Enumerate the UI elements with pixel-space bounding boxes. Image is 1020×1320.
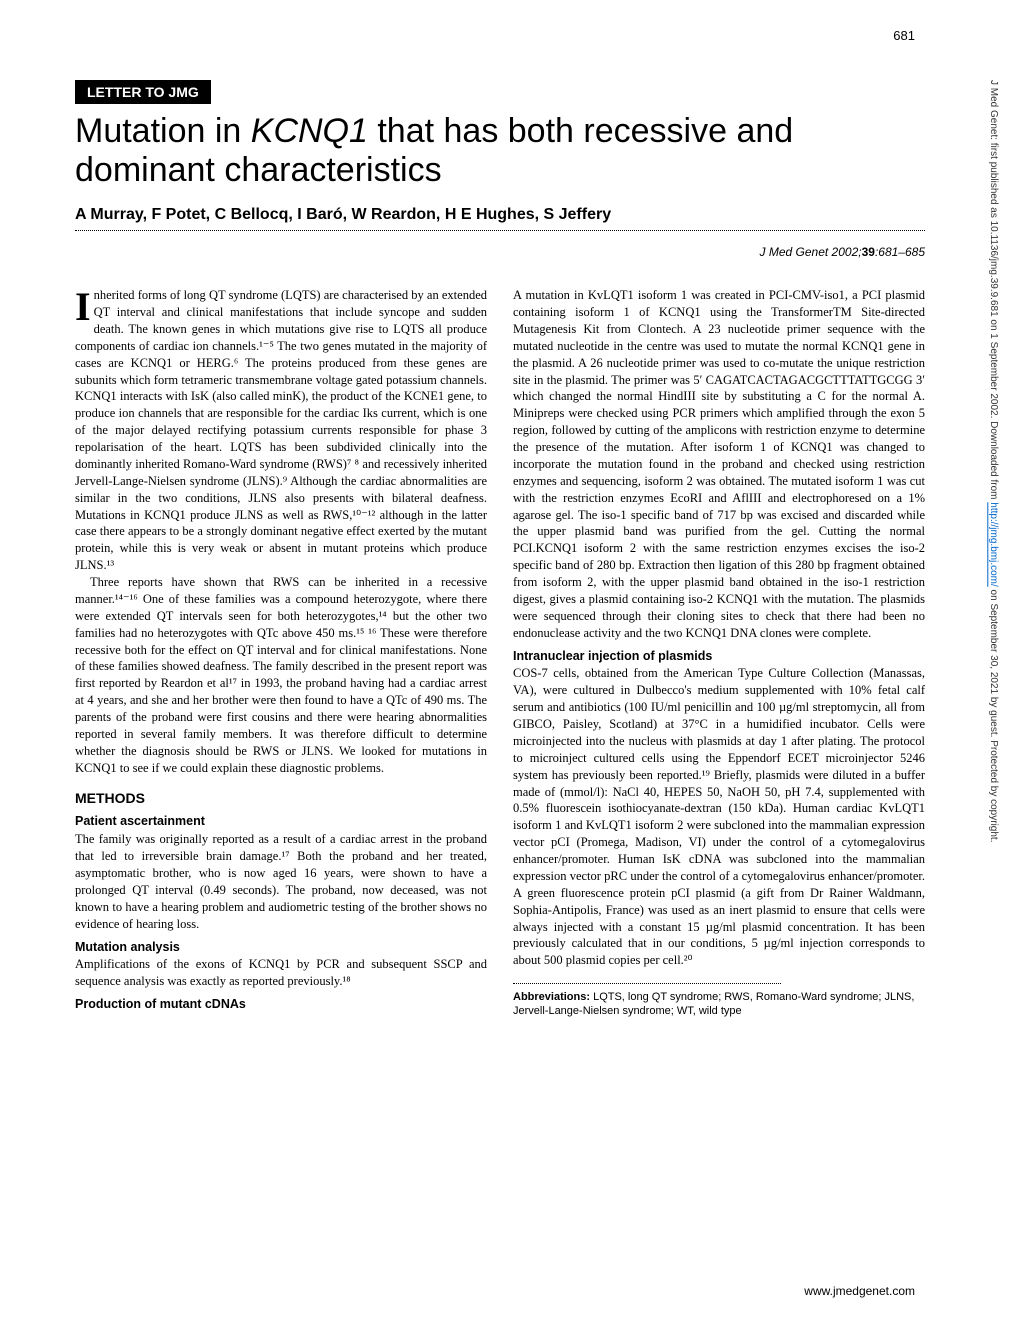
article-title: Mutation in KCNQ1 that has both recessiv…	[75, 112, 925, 190]
abbrev-dotted-rule	[513, 983, 781, 984]
vertical-note-link[interactable]: http://jmg.bmj.com/	[988, 502, 999, 586]
patient-paragraph: The family was originally reported as a …	[75, 831, 487, 932]
footer-url[interactable]: www.jmedgenet.com	[804, 1284, 915, 1298]
cdnas-heading: Production of mutant cDNAs	[75, 996, 487, 1013]
page-content: LETTER TO JMG Mutation in KCNQ1 that has…	[75, 80, 925, 1019]
dotted-rule	[75, 230, 925, 231]
abbrev-label: Abbreviations:	[513, 991, 590, 1003]
abbrev-text: Abbreviations: LQTS, long QT syndrome; R…	[513, 990, 925, 1019]
copyright-vertical-note: J Med Genet: first published as 10.1136/…	[980, 80, 1000, 1280]
abbreviations-box: Abbreviations: LQTS, long QT syndrome; R…	[513, 983, 925, 1019]
intranuclear-paragraph: COS-7 cells, obtained from the American …	[513, 665, 925, 969]
mutation-heading: Mutation analysis	[75, 939, 487, 956]
authors: A Murray, F Potet, C Bellocq, I Baró, W …	[75, 206, 925, 224]
intro-p1: Inherited forms of long QT syndrome (LQT…	[75, 287, 487, 574]
intranuclear-heading: Intranuclear injection of plasmids	[513, 648, 925, 665]
cdnas-paragraph: A mutation in KvLQT1 isoform 1 was creat…	[513, 287, 925, 641]
vertical-note-suffix: on September 30, 2021 by guest. Protecte…	[988, 587, 999, 843]
citation: J Med Genet 2002;39:681–685	[75, 245, 925, 259]
title-gene: KCNQ1	[251, 112, 368, 150]
mutation-paragraph: Amplifications of the exons of KCNQ1 by …	[75, 956, 487, 990]
vertical-note-prefix: J Med Genet: first published as 10.1136/…	[988, 80, 999, 502]
body-columns: Inherited forms of long QT syndrome (LQT…	[75, 287, 925, 1019]
citation-journal: J Med Genet	[760, 245, 832, 259]
citation-volume: 39	[862, 245, 875, 259]
citation-year: 2002;	[832, 245, 862, 259]
page-number: 681	[893, 28, 915, 43]
patient-heading: Patient ascertainment	[75, 813, 487, 830]
section-label: LETTER TO JMG	[75, 80, 211, 104]
intro-p2: Three reports have shown that RWS can be…	[75, 574, 487, 777]
citation-pages: :681–685	[875, 245, 925, 259]
title-pre: Mutation in	[75, 112, 251, 150]
methods-heading: METHODS	[75, 789, 487, 808]
